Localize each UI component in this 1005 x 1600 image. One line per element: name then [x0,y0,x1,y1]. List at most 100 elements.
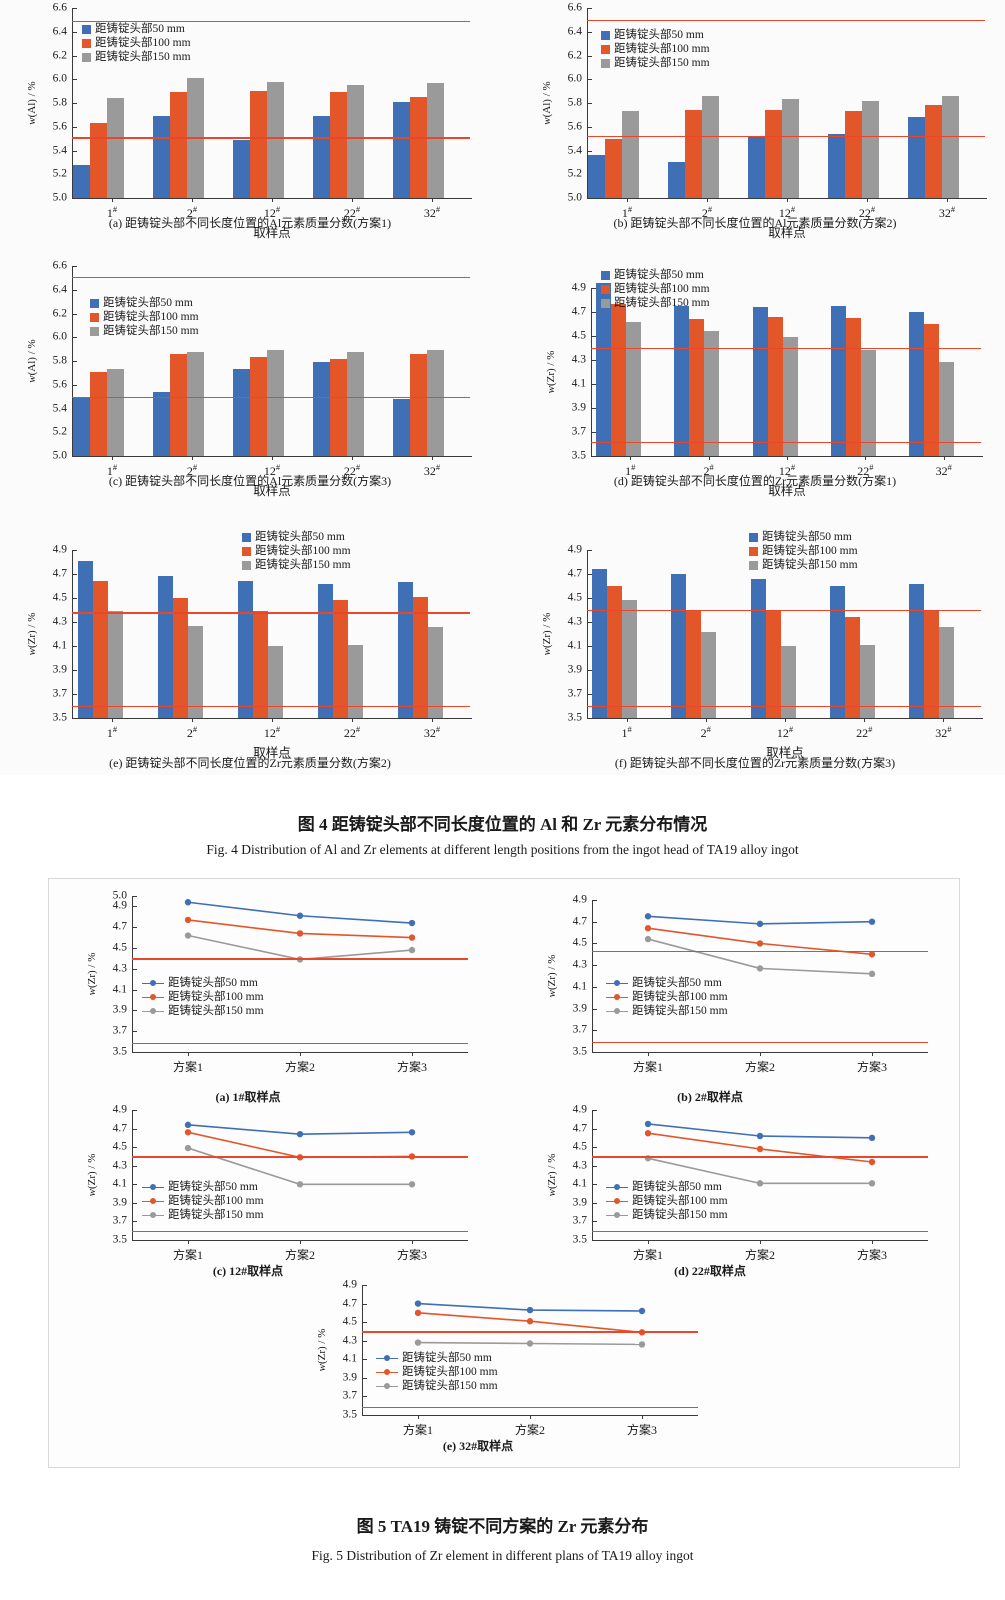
y-tick-label: 4.3 [52,615,67,628]
legend-item: 距铸锭头部50 mm [606,1180,728,1194]
bar [249,357,267,456]
bar [938,626,954,718]
data-point-marker [184,899,192,906]
data-point-marker [296,930,304,937]
bar [747,137,765,198]
chart-legend: 距铸锭头部50 mm 距铸锭头部100 mm 距铸锭头部150 mm [142,1180,264,1222]
y-tick-mark [132,1165,137,1167]
y-tick-mark [587,198,592,199]
legend-label: 距铸锭头部100 mm [168,1195,264,1207]
x-tick-label: 22# [343,462,361,478]
subcaption-fig5a: (a) 1#取样点 [215,1090,281,1104]
figure5-caption-en: Fig. 5 Distribution of Zr element in dif… [311,1548,694,1563]
x-tick-mark [872,1052,873,1056]
x-tick-mark [705,718,707,722]
y-tick-mark [592,1165,597,1167]
y-tick-label: 3.9 [342,1371,357,1384]
subcaption-fig4e: (e) 距铸锭头部不同长度位置的Zr元素质量分数(方案2) [109,756,391,770]
y-tick-label: 5.6 [567,120,582,132]
legend-item: 距铸锭头部100 mm [606,990,728,1004]
legend-label: 距铸锭头部50 mm [255,531,345,543]
bar [157,576,173,718]
y-tick-label: 4.1 [567,639,582,652]
y-tick-mark [591,312,596,313]
bar [106,98,124,198]
bar [426,82,444,198]
subcaption-fig5c: (c) 12#取样点 [212,1264,284,1278]
bar [610,303,626,456]
legend-item: 距铸锭头部150 mm [749,558,858,572]
x-tick-label: 22# [343,724,361,740]
y-tick-label: 4.9 [572,893,587,906]
reference-line [592,1156,928,1158]
y-axis-line [592,1110,594,1240]
x-axis-title: 取样点 [253,484,291,498]
bar [89,123,107,198]
y-tick-mark [592,986,597,988]
reference-line [72,396,470,398]
x-tick-label: 方案3 [396,1248,428,1262]
x-tick-mark [418,1415,419,1419]
data-point-marker [414,1300,422,1307]
y-tick-mark [592,900,597,901]
y-axis-line [591,288,593,456]
y-tick-mark [72,598,77,599]
bar [106,369,124,456]
x-tick-mark [627,198,628,202]
y-tick-mark [72,150,77,152]
line-series-group [644,1120,876,1187]
legend-item: 距铸锭头部150 mm [601,56,710,70]
x-tick-mark [412,1240,413,1244]
legend-label: 距铸锭头部100 mm [632,991,728,1003]
bar [924,105,942,198]
bar [701,631,717,718]
y-tick-mark [591,360,596,361]
y-tick-mark [72,31,77,33]
legend-label: 距铸锭头部150 mm [632,1209,728,1221]
y-tick-mark [72,289,77,291]
chart-panel-fig5e: 3.5 3.7 3.9 4.1 4.3 4.5 4.7 4.9 w(Zr) / % 方案1 方案2 方… [290,1275,720,1445]
legend-line-marker-icon [376,1354,398,1363]
subcaption-fig5b: (b) 2#取样点 [677,1090,743,1104]
bar [107,611,123,718]
y-tick-label: 4.1 [52,639,67,652]
bar [923,611,939,718]
y-tick-label: 5.0 [567,191,582,204]
bar [312,116,330,198]
data-point-marker [756,940,764,947]
bar [72,396,90,456]
y-tick-mark [72,126,77,128]
figure5-caption-cn: 图 5 TA19 铸锭不同方案的 Zr 元素分布 [356,1517,649,1536]
y-tick-label: 3.9 [52,663,67,676]
bar [750,578,766,718]
bar [780,646,796,718]
bar [625,321,641,456]
y-tick-label: 5.0 [52,449,67,462]
y-tick-label: 5.8 [52,96,67,109]
x-tick-mark [708,456,710,460]
y-tick-mark [132,948,137,949]
line-series-group [414,1300,646,1348]
y-tick-mark [592,965,597,967]
x-tick-mark [642,1415,643,1419]
x-tick-label: 12# [778,462,796,478]
y-tick-mark [72,103,77,104]
x-tick-mark [943,718,945,722]
y-tick-mark [362,1396,367,1398]
legend-swatch-icon [749,560,758,570]
y-tick-label: 6.0 [52,330,67,343]
x-tick-label: 方案3 [856,1060,888,1074]
x-tick-label: 12# [263,462,281,478]
data-point-marker [184,1129,192,1136]
chart-panel-fig4c: 5.0 5.2 5.4 5.6 5.8 6.0 6.2 6.4 6.6 w(Al) / % 1# 2#… [0,258,500,508]
y-tick-label: 4.7 [112,920,127,933]
legend-item: 距铸锭头部100 mm [601,282,710,296]
y-tick-mark [587,55,592,57]
y-tick-label: 4.5 [567,591,582,604]
bar [89,371,107,456]
plot-area: 3.5 3.7 3.9 4.1 4.3 4.5 4.7 4.9 w(Zr) / % 方案1 方案2 方… [60,1100,490,1270]
legend-label: 距铸锭头部150 mm [402,1380,498,1392]
legend-item: 距铸锭头部50 mm [601,268,710,282]
data-point-marker [184,1144,192,1152]
x-tick-mark [192,718,193,722]
